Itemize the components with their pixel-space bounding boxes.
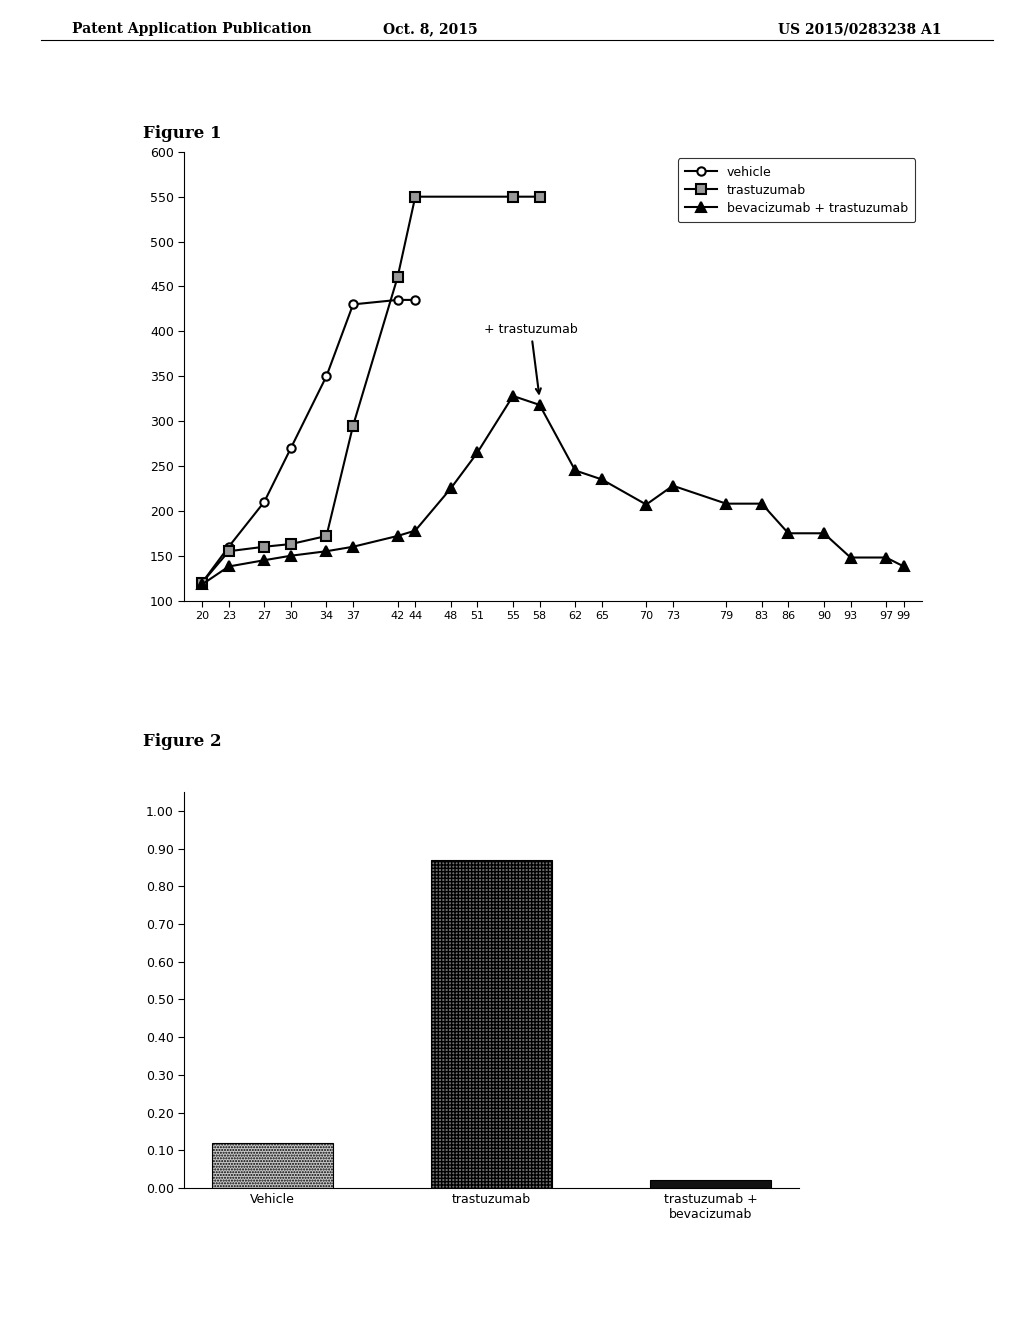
Bar: [212, 1143, 333, 1188]
Text: + trastuzumab: + trastuzumab: [484, 323, 578, 393]
Legend: vehicle, trastuzumab, bevacizumab + trastuzumab: vehicle, trastuzumab, bevacizumab + tras…: [678, 158, 915, 222]
Bar: [431, 859, 552, 1188]
Bar: [650, 1180, 771, 1188]
Text: Figure 2: Figure 2: [143, 733, 222, 750]
Text: US 2015/0283238 A1: US 2015/0283238 A1: [778, 22, 942, 37]
Text: Figure 1: Figure 1: [143, 125, 222, 143]
Text: Patent Application Publication: Patent Application Publication: [72, 22, 311, 37]
Text: Oct. 8, 2015: Oct. 8, 2015: [383, 22, 477, 37]
